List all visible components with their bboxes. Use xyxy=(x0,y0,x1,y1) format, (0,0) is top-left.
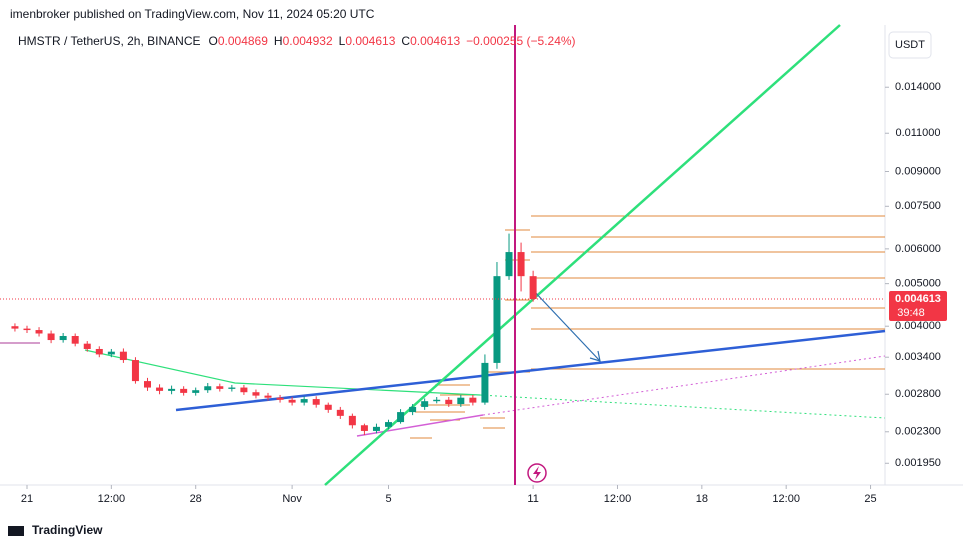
legend-key: O xyxy=(209,34,218,48)
candle-body xyxy=(11,326,19,329)
drawings xyxy=(0,24,886,486)
candle-body xyxy=(348,415,356,426)
candle-body xyxy=(288,399,296,403)
x-tick-label: 21 xyxy=(21,493,33,505)
candle-body xyxy=(144,381,151,388)
candle-body xyxy=(517,252,525,277)
candle-body xyxy=(59,335,67,341)
publish-info: imenbroker published on TradingView.com,… xyxy=(10,7,375,21)
legend-value: 0.004613 xyxy=(410,34,460,48)
candle-body xyxy=(372,426,380,431)
symbol-title: HMSTR / TetherUS, 2h, BINANCE xyxy=(18,34,201,48)
candle-body xyxy=(481,362,489,403)
candle-body xyxy=(180,388,188,393)
price-label: 0.004613 xyxy=(895,293,941,305)
x-tick-label: 12:00 xyxy=(98,493,126,505)
candle-body xyxy=(385,422,393,427)
trend-line xyxy=(175,329,886,412)
candle-body xyxy=(300,399,308,403)
x-tick-label: Nov xyxy=(282,493,302,505)
y-tick-label: 0.002300 xyxy=(895,426,941,438)
currency-button[interactable] xyxy=(888,31,932,59)
candle-body xyxy=(35,330,43,334)
y-tick-label: 0.009000 xyxy=(895,165,941,177)
candle-body xyxy=(529,276,537,300)
x-tick-label: 18 xyxy=(696,493,708,505)
y-tick-label: 0.004000 xyxy=(895,320,941,332)
candle-body xyxy=(360,425,368,431)
candle-body xyxy=(47,333,55,341)
x-tick-label: 25 xyxy=(864,493,876,505)
candle-body xyxy=(156,387,164,391)
candle-body xyxy=(397,412,405,423)
y-tick-label: 0.001950 xyxy=(895,457,941,469)
y-tick-label: 0.014000 xyxy=(895,81,941,93)
arrow-head xyxy=(589,350,601,362)
y-tick-label: 0.003400 xyxy=(895,351,941,363)
legend-value: 0.004932 xyxy=(283,34,333,48)
fib-levels xyxy=(410,215,885,439)
candle-body xyxy=(264,395,272,398)
price-label-box xyxy=(889,291,947,322)
candle-body xyxy=(312,399,320,405)
countdown: 39:48 xyxy=(897,307,925,319)
candle-body xyxy=(240,387,248,393)
x-tick-label: 11 xyxy=(527,493,538,505)
lightning xyxy=(533,466,541,480)
candle-body xyxy=(336,409,344,416)
legend-change: −0.000255 (−5.24%) xyxy=(466,34,575,48)
arrow xyxy=(532,289,601,362)
x-tick-label: 28 xyxy=(190,493,202,505)
y-tick-label: 0.005000 xyxy=(895,278,941,290)
candle-body xyxy=(204,386,212,391)
trend-line xyxy=(356,414,484,437)
candles xyxy=(11,233,537,436)
candle-body xyxy=(107,351,115,355)
candle-body xyxy=(131,360,139,382)
legend-value: 0.004613 xyxy=(345,34,395,48)
candle-body xyxy=(276,397,284,400)
y-tick-label: 0.011000 xyxy=(895,127,940,139)
candle-body xyxy=(192,390,200,393)
legend-key: L xyxy=(339,34,346,48)
candle-body xyxy=(433,399,441,402)
brand: TradingView xyxy=(32,523,103,537)
x-tick-label: 5 xyxy=(385,493,391,505)
candle-body xyxy=(505,252,513,277)
y-tick-label: 0.006000 xyxy=(895,243,941,255)
candle-body xyxy=(216,386,224,389)
x-tick-label: 12:00 xyxy=(772,493,800,505)
candle-body xyxy=(95,348,103,355)
candle-body xyxy=(228,387,236,389)
currency-label[interactable]: USDT xyxy=(895,39,925,51)
y-tick-label: 0.007500 xyxy=(895,200,941,212)
candle-body xyxy=(324,404,332,410)
candle-body xyxy=(493,276,501,363)
y-tick-label: 0.002800 xyxy=(895,388,941,400)
candle-body xyxy=(457,397,465,405)
candle-body xyxy=(469,397,477,403)
candle-body xyxy=(409,406,417,413)
candle-body xyxy=(119,351,127,361)
candle-body xyxy=(445,399,453,405)
candle-body xyxy=(252,392,260,396)
candle-body xyxy=(83,343,91,349)
candle-body xyxy=(168,388,176,391)
legend-key: C xyxy=(401,34,410,48)
candle-body xyxy=(421,401,429,407)
legend-key: H xyxy=(274,34,283,48)
legend-value: 0.004869 xyxy=(218,34,268,48)
candle-body xyxy=(71,335,79,344)
logo xyxy=(8,526,24,536)
x-tick-label: 12:00 xyxy=(604,493,632,505)
candle-body xyxy=(23,328,31,331)
